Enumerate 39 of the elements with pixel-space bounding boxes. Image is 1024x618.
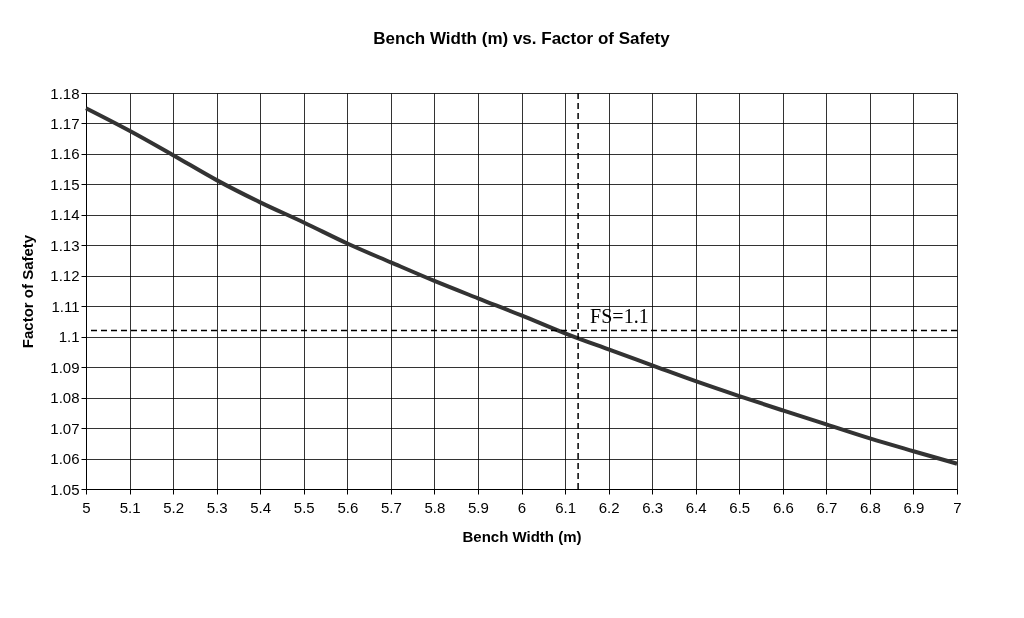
line-series xyxy=(84,106,959,466)
y-tick-label: 1.18 xyxy=(50,84,80,102)
y-tick-label: 1.07 xyxy=(50,419,80,437)
x-tick-label: 6.9 xyxy=(903,498,925,516)
x-tick-label: 6.4 xyxy=(685,498,707,516)
x-tick-label: 5.2 xyxy=(163,498,185,516)
x-tick-label: 5.7 xyxy=(380,498,402,516)
x-tick-label: 6.7 xyxy=(816,498,838,516)
y-tick-label: 1.08 xyxy=(50,389,80,407)
x-axis-title: Bench Width (m) xyxy=(462,527,582,545)
y-tick-label: 1.11 xyxy=(51,297,80,315)
x-tick-label: 5.3 xyxy=(206,498,228,516)
y-tick-label: 1.05 xyxy=(50,480,80,498)
x-tick-label: 6.2 xyxy=(598,498,620,516)
y-tick-label: 1.1 xyxy=(58,328,80,346)
x-tick-label: 7 xyxy=(953,498,962,516)
x-tick-label: 5.8 xyxy=(424,498,446,516)
x-tick-label: 5.9 xyxy=(468,498,489,516)
y-tick-label: 1.15 xyxy=(50,175,80,193)
x-tick-label: 6.5 xyxy=(729,498,751,516)
x-tick-label: 6.3 xyxy=(642,498,664,516)
y-tick-label: 1.12 xyxy=(50,267,80,285)
x-tick-label: 5 xyxy=(82,498,91,516)
y-tick-label: 1.14 xyxy=(50,206,80,224)
chart-title: Bench Width (m) vs. Factor of Safety xyxy=(373,29,671,48)
y-tick-label: 1.06 xyxy=(50,450,80,468)
x-tick-label: 5.4 xyxy=(250,498,272,516)
y-tick-label: 1.09 xyxy=(50,358,80,376)
y-axis-title: Factor of Safety xyxy=(19,234,37,349)
x-tick-label: 5.6 xyxy=(337,498,359,516)
x-tick-label: 6.6 xyxy=(772,498,794,516)
y-tick-label: 1.13 xyxy=(50,236,80,254)
x-tick-label: 6.8 xyxy=(859,498,881,516)
x-tick-label: 5.5 xyxy=(293,498,315,516)
x-tick-label: 6 xyxy=(517,498,527,516)
y-tick-label: 1.16 xyxy=(50,145,80,163)
y-tick-label: 1.17 xyxy=(50,114,80,132)
x-tick-label: 6.1 xyxy=(555,498,576,516)
x-tick-label: 5.1 xyxy=(119,498,141,516)
